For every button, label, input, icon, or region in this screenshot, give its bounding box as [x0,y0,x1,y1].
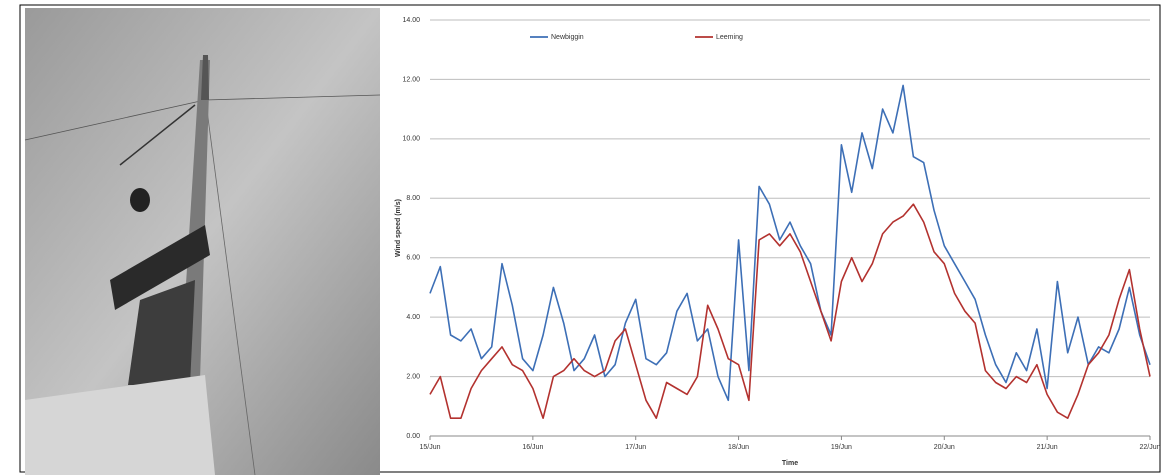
y-tick-label: 0.00 [406,433,420,440]
x-tick-label: 17/Jun [625,444,646,451]
y-tick-label: 6.00 [406,255,420,262]
y-tick-label: 14.00 [402,17,420,24]
x-axis-title: Time [782,460,798,467]
y-tick-label: 4.00 [406,314,420,321]
legend-label: Leeming [716,34,743,41]
y-tick-label: 10.00 [402,136,420,143]
photo [25,8,380,475]
x-tick-label: 22/Jun [1139,444,1160,451]
x-tick-label: 20/Jun [934,444,955,451]
y-tick-label: 8.00 [406,195,420,202]
x-tick-label: 21/Jun [1037,444,1058,451]
x-tick-label: 15/Jun [419,444,440,451]
data-line [430,85,1150,400]
y-tick-label: 2.00 [406,373,420,380]
x-tick-label: 19/Jun [831,444,852,451]
data-line [430,204,1150,418]
x-tick-label: 18/Jun [728,444,749,451]
x-tick-label: 16/Jun [522,444,543,451]
y-tick-label: 12.00 [402,76,420,83]
y-axis-title: Wind speed (m/s) [395,199,402,257]
legend-label: Newbiggin [551,34,584,41]
figure: Wind speed (m/s) Time 0.00 2.00 4.00 6.00 8.… [0,0,1167,475]
